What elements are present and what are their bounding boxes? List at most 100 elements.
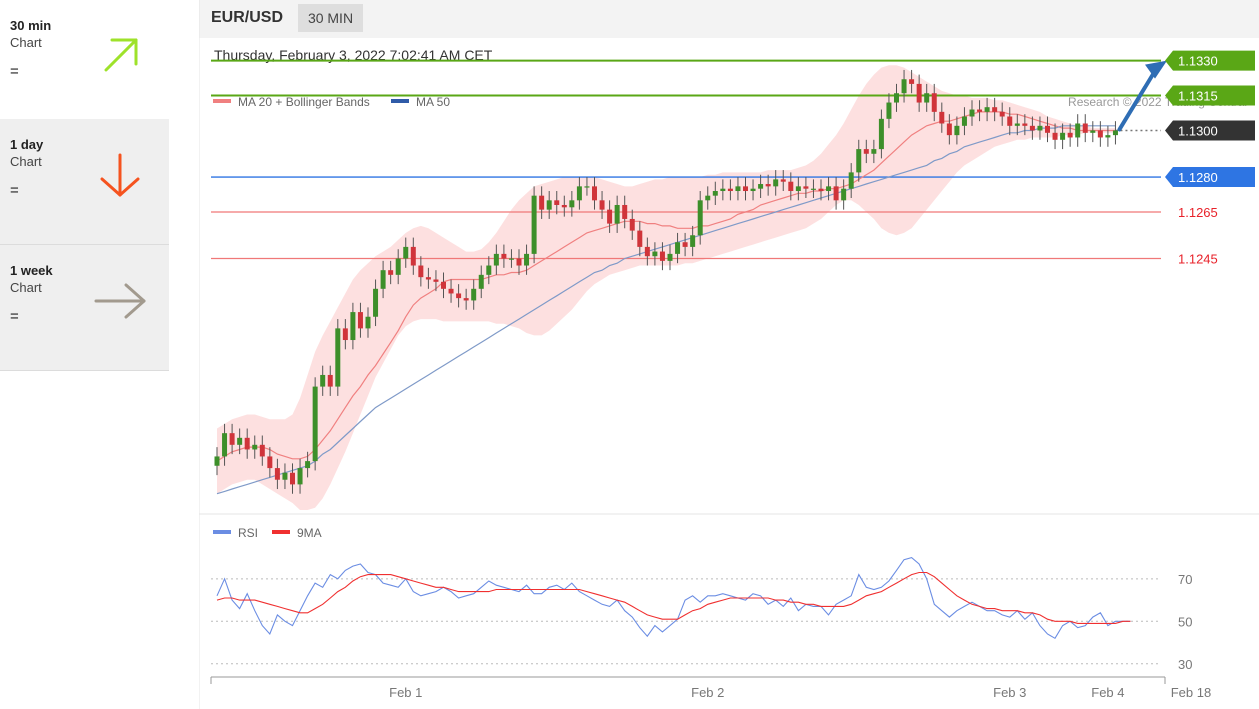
candle-body [984,107,990,112]
candle-body [977,109,983,112]
candle-body [214,456,220,466]
candle-body [448,288,454,294]
candle-body [848,172,854,189]
timeframe-item-1week[interactable]: 1 week Chart = [0,245,169,371]
candle-body [320,374,326,387]
candle-body [735,186,741,192]
candle-body [1112,130,1118,136]
level-badge [1165,120,1255,141]
candle-body [365,316,371,329]
timeframe-item-1day[interactable]: 1 day Chart = [0,119,169,245]
candle-body [826,186,832,192]
candle-body [554,200,560,205]
candle-body [629,218,635,231]
candle-body [252,444,258,450]
candle-body [863,149,869,154]
candle-body [395,258,401,275]
timeframe-status: = [10,63,19,80]
candle-body [758,184,764,189]
candle-body [524,253,530,266]
candle-body [1022,123,1028,126]
candle-body [607,209,613,224]
candle-body [327,374,333,387]
candle-body [894,93,899,103]
candle-body [1075,123,1081,138]
rsi-line [216,556,1131,640]
candle-body [765,184,771,187]
level-badge [1165,50,1255,71]
chart-area: MA 20 + Bollinger Bands MA 50 Research © 2… [199,0,1259,709]
rsi-tick-label: 50 [1178,614,1192,629]
candle-body [946,123,952,136]
candle-body [342,328,348,341]
candle-body [418,265,424,278]
forecast-arrow-head [1145,60,1167,79]
candle-body [682,242,688,247]
candle-body [478,274,484,289]
candle-body [1060,132,1066,140]
candle-body [357,312,363,329]
timeframe-name: 1 week [10,263,53,278]
candle-body [456,293,462,299]
candle-body [743,186,748,192]
ma20-line [216,111,1116,462]
candle-body [622,204,628,219]
forecast-arrow-line [1117,65,1159,132]
timeframe-status: = [10,308,19,325]
time-tick-label: Feb 3 [993,685,1026,700]
candle-body [659,251,665,261]
candle-body [788,181,794,192]
chart-datetime: Thursday, February 3, 2022 7:02:41 AM CE… [214,47,493,63]
candle-body [229,433,235,445]
legend-swatch [213,99,231,103]
level-badge [1165,85,1255,106]
candle-body [373,288,379,317]
candle-body [931,93,937,112]
candle-body [675,242,681,254]
candle-body [939,111,945,124]
level-label: 1.1315 [1178,89,1218,104]
candle-body [403,246,409,259]
candle-body [222,433,228,457]
timeframe-subtitle: Chart [10,154,42,169]
timeframe-status: = [10,182,19,199]
candle-body [1007,116,1013,126]
candle-body [909,79,915,84]
timeframe-item-30min[interactable]: 30 min Chart = [0,0,169,126]
candle-body [969,109,975,117]
legend-label: 9MA [297,526,322,540]
candle-body [916,83,922,103]
candle-body [592,186,597,201]
candle-body [773,179,779,187]
candle-body [425,277,431,280]
candle-body [290,472,295,485]
candle-body [803,186,809,189]
candle-body [599,200,605,210]
candle-body [569,200,575,208]
candle-body [561,204,567,208]
legend-swatch [213,530,231,534]
candle-body [697,200,703,236]
candle-body [267,456,273,469]
candle-body [992,107,998,112]
candle-body [584,186,590,188]
candle-body [961,116,967,126]
candle-body [305,461,311,469]
candle-body [237,437,243,445]
level-label: 1.1330 [1178,54,1218,69]
candle-body [1097,130,1103,138]
level-label: 1.1300 [1178,123,1218,138]
candle-body [1082,123,1088,133]
candle-body [1037,125,1043,131]
candle-body [576,186,582,201]
candle-body [1105,135,1111,138]
candle-body [795,186,801,192]
timeframe-subtitle: Chart [10,35,42,50]
price-chart: MA 20 + Bollinger Bands MA 50 Research © 2… [211,50,1255,511]
candle-body [441,281,446,289]
candle-body [1029,125,1035,131]
candle-body [259,444,265,457]
candle-body [727,188,733,192]
candle-body [750,188,756,192]
timeframe-badge[interactable]: 30 MIN [298,4,363,32]
